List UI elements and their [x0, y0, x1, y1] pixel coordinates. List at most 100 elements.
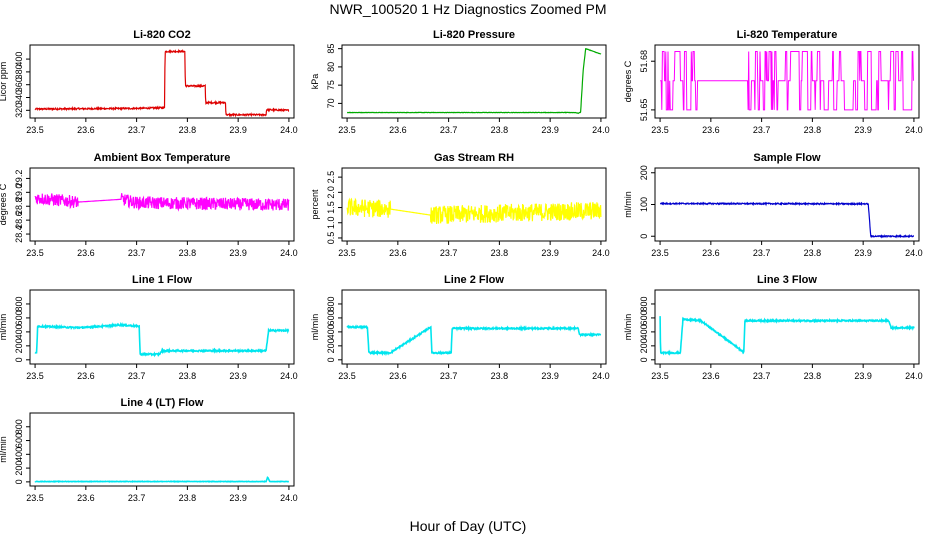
y-tick-label: 28.4 — [14, 225, 24, 243]
x-tick-label: 23.9 — [854, 371, 872, 381]
y-tick-label: 800 — [14, 296, 24, 311]
x-tick-label: 23.5 — [26, 248, 44, 258]
x-tick-label: 23.6 — [77, 248, 95, 258]
x-tick-label: 24.0 — [905, 125, 923, 135]
x-tick-label: 24.0 — [592, 248, 610, 258]
x-tick-label: 24.0 — [280, 493, 298, 503]
series-group — [347, 47, 602, 115]
y-tick-label: 200 — [14, 461, 24, 476]
x-tick-label: 23.9 — [229, 125, 247, 135]
y-tick-label: 800 — [14, 419, 24, 434]
x-tick-label: 23.8 — [491, 125, 509, 135]
panel-title: Li-820 CO2 — [133, 29, 190, 41]
series-group — [34, 48, 290, 118]
x-tick-label: 23.7 — [440, 248, 458, 258]
figure-xlabel: Hour of Day (UTC) — [410, 518, 527, 534]
x-tick-label: 23.8 — [804, 371, 822, 381]
plot-frame — [654, 289, 920, 365]
series-group — [34, 193, 290, 212]
y-tick-label: 51.68 — [639, 50, 649, 73]
panel-ylabel: ml/min — [310, 314, 320, 341]
y-tick-label: 600 — [14, 433, 24, 448]
x-tick-label: 24.0 — [905, 371, 923, 381]
x-tick-label: 23.8 — [804, 248, 822, 258]
y-tick-label: 400 — [14, 447, 24, 462]
x-tick-label: 23.7 — [440, 125, 458, 135]
x-tick-label: 23.9 — [229, 493, 247, 503]
x-tick-label: 23.6 — [702, 248, 720, 258]
plot-frame — [654, 44, 920, 119]
plot-frame — [29, 44, 295, 119]
y-tick-label: 0.5 — [326, 232, 336, 245]
y-tick-label: 75 — [326, 80, 336, 90]
panel-ylabel: Licor ppm — [0, 62, 8, 102]
panel-title: Line 3 Flow — [757, 274, 817, 286]
x-tick-label: 23.7 — [753, 125, 771, 135]
x-tick-label: 23.7 — [753, 248, 771, 258]
y-tick-label: 400 — [14, 324, 24, 339]
plot-frame — [29, 289, 295, 365]
y-tick-label: 400 — [14, 52, 24, 67]
x-tick-label: 23.6 — [702, 125, 720, 135]
series-group — [346, 324, 602, 357]
plot-frame — [29, 412, 295, 487]
x-tick-label: 23.9 — [541, 125, 559, 135]
x-tick-label: 24.0 — [280, 125, 298, 135]
x-tick-label: 23.6 — [77, 371, 95, 381]
x-tick-label: 24.0 — [280, 371, 298, 381]
plot-frame — [341, 289, 607, 365]
x-tick-label: 23.7 — [753, 371, 771, 381]
data-series — [34, 476, 289, 483]
panel-5: Sample Flow ml/min 23.5 23.6 23.7 23.8 23.9 24.… — [623, 152, 923, 258]
x-tick-label: 23.5 — [26, 493, 44, 503]
panel-title: Gas Stream RH — [434, 152, 514, 164]
y-tick-label: 0 — [639, 357, 649, 362]
x-tick-label: 23.5 — [26, 371, 44, 381]
y-tick-label: 29.0 — [14, 184, 24, 202]
y-tick-label: 400 — [639, 324, 649, 339]
x-tick-label: 23.5 — [338, 248, 356, 258]
panel-title: Line 4 (LT) Flow — [121, 397, 204, 409]
panel-ylabel: ml/min — [623, 314, 633, 341]
plot-frame — [341, 44, 607, 119]
x-tick-label: 23.8 — [179, 125, 197, 135]
x-tick-label: 23.9 — [229, 248, 247, 258]
panel-8: Line 3 Flow ml/min 23.5 23.6 23.7 23.8 23.9 24.… — [623, 274, 923, 381]
y-tick-label: 29.2 — [14, 170, 24, 188]
data-series — [659, 316, 915, 356]
y-tick-label: 1.0 — [326, 216, 336, 229]
panel-title: Li-820 Pressure — [433, 29, 515, 41]
x-tick-label: 23.8 — [179, 248, 197, 258]
y-tick-label: 80 — [326, 62, 336, 72]
panel-title: Line 1 Flow — [132, 274, 192, 286]
panel-7: Line 2 Flow ml/min 23.5 23.6 23.7 23.8 23.9 24.… — [310, 274, 610, 381]
x-tick-label: 23.8 — [804, 125, 822, 135]
panel-title: Line 2 Flow — [444, 274, 504, 286]
x-tick-label: 23.5 — [338, 371, 356, 381]
temperature-series — [660, 51, 914, 111]
x-tick-label: 23.5 — [651, 371, 669, 381]
y-tick-label: 800 — [326, 296, 336, 311]
y-tick-label: 600 — [326, 310, 336, 325]
series-group — [659, 316, 915, 356]
y-tick-label: 380 — [14, 64, 24, 79]
x-tick-label: 23.8 — [179, 371, 197, 381]
y-tick-label: 200 — [639, 338, 649, 353]
x-tick-label: 23.9 — [854, 125, 872, 135]
y-tick-label: 28.6 — [14, 211, 24, 229]
x-tick-label: 23.8 — [491, 371, 509, 381]
x-tick-label: 23.5 — [338, 125, 356, 135]
y-tick-label: 28.8 — [14, 197, 24, 215]
x-tick-label: 24.0 — [905, 248, 923, 258]
y-tick-label: 2.5 — [326, 171, 336, 184]
x-tick-label: 23.9 — [854, 248, 872, 258]
plot-frame — [654, 167, 920, 242]
x-tick-label: 23.6 — [77, 125, 95, 135]
x-tick-label: 23.7 — [128, 371, 146, 381]
x-tick-label: 23.9 — [541, 371, 559, 381]
x-tick-label: 23.9 — [541, 248, 559, 258]
data-series — [346, 324, 602, 357]
y-tick-label: 85 — [326, 44, 336, 54]
y-tick-label: 2.0 — [326, 186, 336, 199]
x-tick-label: 23.7 — [128, 248, 146, 258]
